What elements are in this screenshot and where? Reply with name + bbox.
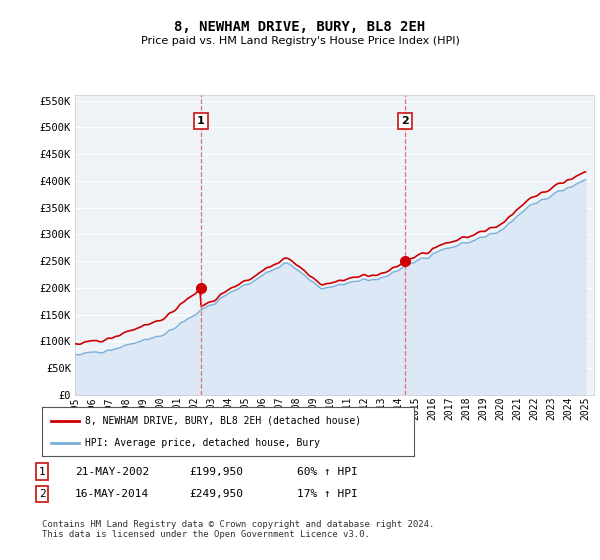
Text: 60% ↑ HPI: 60% ↑ HPI (297, 466, 358, 477)
Text: £199,950: £199,950 (189, 466, 243, 477)
Text: Price paid vs. HM Land Registry's House Price Index (HPI): Price paid vs. HM Land Registry's House … (140, 36, 460, 46)
Text: Contains HM Land Registry data © Crown copyright and database right 2024.
This d: Contains HM Land Registry data © Crown c… (42, 520, 434, 539)
Text: 2: 2 (401, 116, 409, 125)
Text: 17% ↑ HPI: 17% ↑ HPI (297, 489, 358, 499)
Text: 8, NEWHAM DRIVE, BURY, BL8 2EH (detached house): 8, NEWHAM DRIVE, BURY, BL8 2EH (detached… (85, 416, 361, 426)
Text: 8, NEWHAM DRIVE, BURY, BL8 2EH: 8, NEWHAM DRIVE, BURY, BL8 2EH (175, 20, 425, 34)
Text: 1: 1 (197, 116, 205, 125)
Text: HPI: Average price, detached house, Bury: HPI: Average price, detached house, Bury (85, 438, 320, 448)
Text: 21-MAY-2002: 21-MAY-2002 (75, 466, 149, 477)
Text: 16-MAY-2014: 16-MAY-2014 (75, 489, 149, 499)
Text: 1: 1 (38, 466, 46, 477)
Text: £249,950: £249,950 (189, 489, 243, 499)
Text: 2: 2 (38, 489, 46, 499)
